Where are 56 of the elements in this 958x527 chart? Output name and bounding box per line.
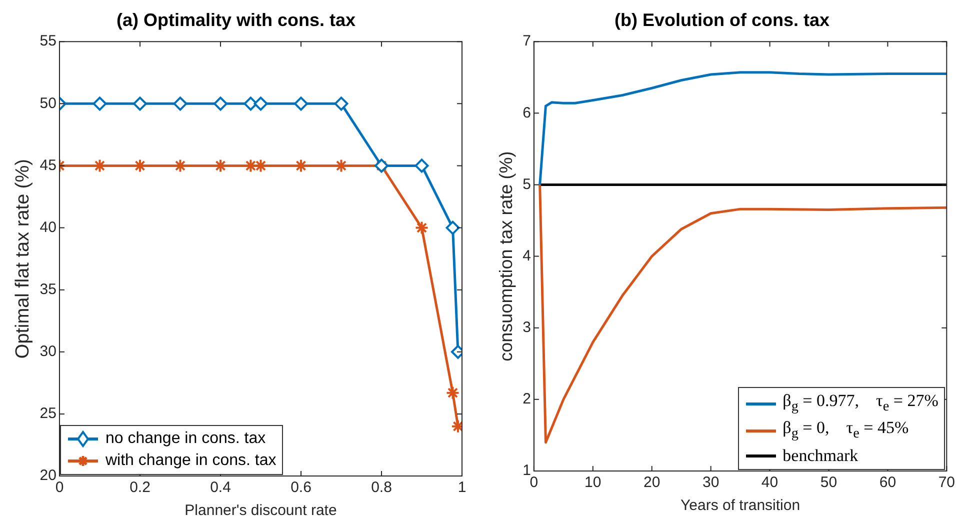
x-axis-title: Years of transition <box>680 497 800 514</box>
point <box>334 96 348 111</box>
y-tick-label: 45 <box>40 156 56 174</box>
point <box>414 220 429 235</box>
point <box>294 96 308 111</box>
y-tick-label: 30 <box>40 343 56 360</box>
legend-label: β$_{g}$ = 0.977, τ$_{e}$ = 27% <box>782 390 938 416</box>
y-tick-label: 5 <box>522 176 531 193</box>
point <box>173 158 188 173</box>
point <box>254 158 268 173</box>
y-tick-label: 6 <box>522 104 531 122</box>
chart-title: (a) Optimality with cons. tax <box>116 10 356 30</box>
y-tick-label: 3 <box>522 319 531 336</box>
x-tick-label: 0.6 <box>290 479 312 496</box>
y-axis-title: consuomption tax rate (%) <box>496 151 516 362</box>
x-tick-label: 0 <box>55 479 64 496</box>
legend-label: β$_{g}$ = 0, τ$_{e}$ = 45% <box>782 417 909 444</box>
x-tick-label: 50 <box>820 474 838 492</box>
legend-label: with change in cons. tax <box>105 451 276 471</box>
legend-label: no change in cons. tax <box>105 429 266 449</box>
x-tick-label: 20 <box>644 474 660 492</box>
point <box>414 158 429 173</box>
x-tick-label: 0.4 <box>210 479 231 496</box>
y-tick-label: 7 <box>522 32 531 50</box>
y-tick-label: 55 <box>40 32 56 50</box>
point <box>254 96 268 111</box>
point <box>173 96 188 111</box>
point <box>334 158 348 173</box>
point <box>446 220 460 235</box>
point <box>244 96 258 111</box>
point <box>92 96 107 111</box>
chart-title: (b) Evolution of cons. tax <box>614 10 830 30</box>
x-tick-label: 70 <box>938 474 955 492</box>
legend-label: benchmark <box>782 444 858 467</box>
x-tick-label: 0 <box>530 474 538 492</box>
x-axis-title: Planner's discount rate <box>184 502 337 520</box>
x-tick-label: 10 <box>584 474 602 492</box>
y-tick-label: 50 <box>40 94 56 112</box>
x-tick-label: 1 <box>458 479 466 496</box>
y-axis-title: Optimal flat tax rate (%) <box>12 159 34 359</box>
y-tick-label: 35 <box>40 280 56 298</box>
y-tick-label: 40 <box>40 218 56 236</box>
point <box>244 158 258 173</box>
point <box>213 96 228 111</box>
y-tick-label: 4 <box>522 247 531 264</box>
x-tick-label: 0.2 <box>130 479 150 496</box>
point <box>446 386 460 400</box>
point <box>132 96 147 111</box>
x-tick-label: 40 <box>761 474 778 492</box>
y-tick-label: 25 <box>40 405 56 422</box>
x-tick-label: 60 <box>879 474 896 492</box>
y-tick-label: 2 <box>522 390 531 408</box>
point <box>92 158 107 173</box>
x-tick-label: 30 <box>702 474 720 492</box>
x-tick-label: 0.8 <box>371 479 392 496</box>
y-tick-label: 1 <box>522 462 531 480</box>
